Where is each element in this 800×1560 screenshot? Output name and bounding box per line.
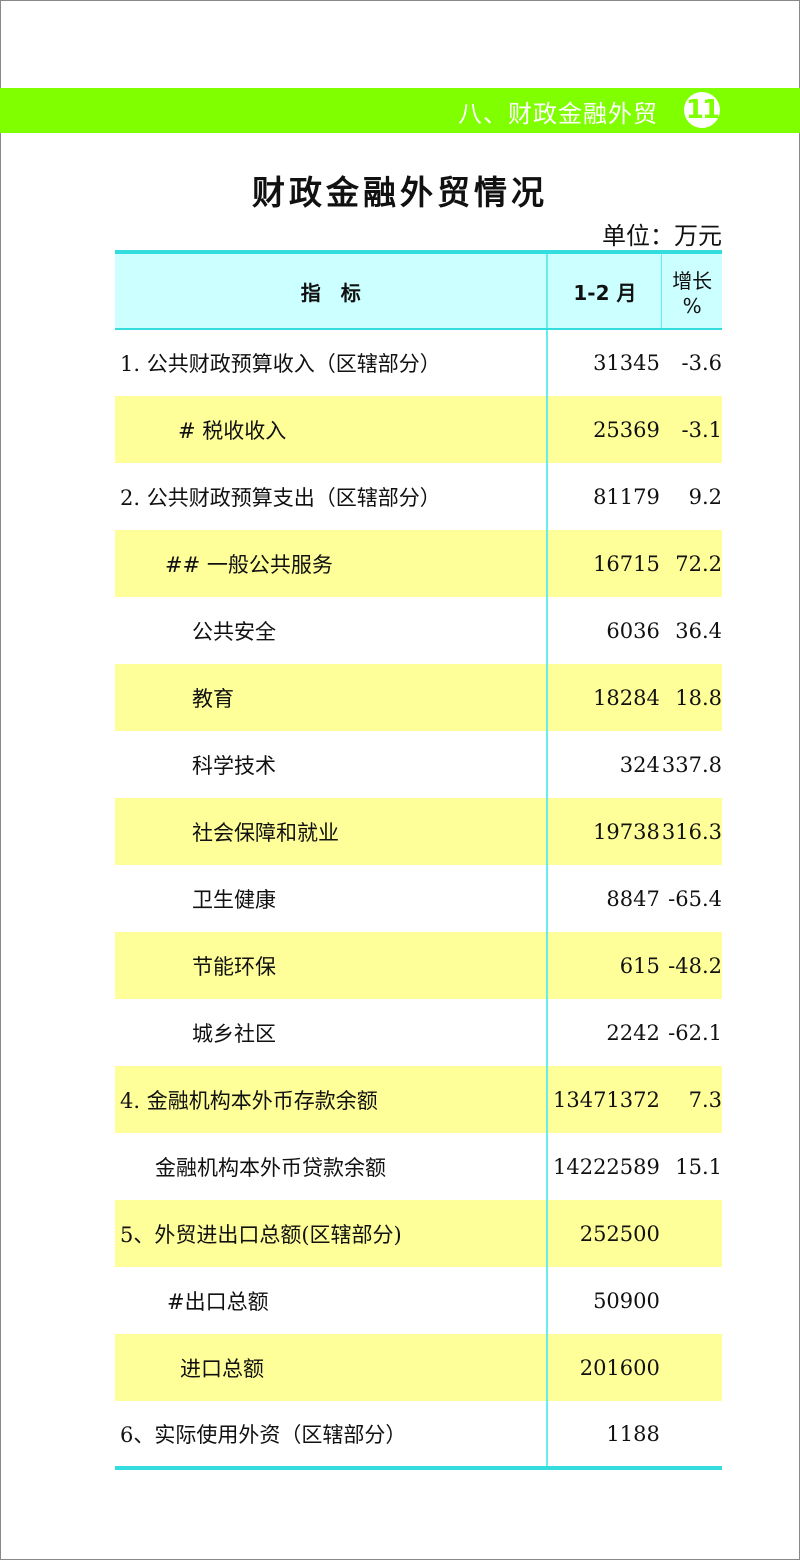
- row-label: 金融机构本外币贷款余额: [155, 1155, 386, 1180]
- row-value: 18284: [546, 664, 662, 731]
- row-value: 6036: [546, 597, 662, 664]
- row-label: 进口总额: [180, 1356, 264, 1381]
- table-row: ## 一般公共服务 16715 72.2: [115, 530, 722, 597]
- table-row: 2. 公共财政预算支出（区辖部分） 81179 9.2: [115, 463, 722, 530]
- row-label: 城乡社区: [192, 1021, 276, 1046]
- row-growth: 72.2: [675, 551, 722, 576]
- table-row: 卫生健康 8847 -65.4: [115, 865, 722, 932]
- data-table: 指 标 1-2 月 增长 % 1. 公共财政预算收入（区辖部分） 31345 -3.…: [115, 250, 722, 1470]
- row-growth: [662, 1267, 722, 1334]
- row-growth: -48.2: [668, 953, 722, 978]
- row-value: 324: [546, 731, 662, 798]
- row-label: 科学技术: [192, 753, 276, 778]
- row-value: 1188: [546, 1401, 662, 1470]
- table-row: 4. 金融机构本外币存款余额 13471372 7.3: [115, 1066, 722, 1133]
- row-label: 卫生健康: [192, 887, 276, 912]
- row-value: 14222589: [546, 1133, 662, 1200]
- section-band: 八、财政金融外贸 11: [0, 88, 800, 133]
- row-growth: -3.1: [681, 417, 723, 442]
- column-header-period: 1-2 月: [546, 250, 662, 330]
- table-row: 进口总额 201600: [115, 1334, 722, 1401]
- row-value: 2242: [546, 999, 662, 1066]
- row-growth: -65.4: [668, 886, 722, 911]
- row-growth: 36.4: [675, 618, 722, 643]
- table-row: 社会保障和就业 19738 316.3: [115, 798, 722, 865]
- row-value: 25369: [546, 396, 662, 463]
- row-growth: 7.3: [688, 1087, 722, 1112]
- row-value: 19738: [546, 798, 662, 865]
- row-growth: 9.2: [688, 484, 722, 509]
- column-header-indicator: 指 标: [115, 250, 548, 330]
- row-growth: 316.3: [661, 819, 722, 844]
- table-row: 1. 公共财政预算收入（区辖部分） 31345 -3.6: [115, 329, 722, 396]
- row-value: 50900: [546, 1267, 662, 1334]
- row-value: 13471372: [546, 1066, 662, 1133]
- row-label: 5、外贸进出口总额(区辖部分): [120, 1222, 402, 1247]
- table-row: 教育 18284 18.8: [115, 664, 722, 731]
- row-growth: [662, 1334, 722, 1401]
- table-row: #出口总额 50900: [115, 1267, 722, 1334]
- row-growth: -3.6: [681, 351, 723, 375]
- row-value: 8847: [546, 865, 662, 932]
- row-label: #出口总额: [167, 1289, 269, 1314]
- row-value: 252500: [546, 1200, 662, 1267]
- column-header-growth: 增长 %: [661, 250, 722, 330]
- row-value: 201600: [546, 1334, 662, 1401]
- row-value: 16715: [546, 530, 662, 597]
- unit-label: 单位：万元: [602, 222, 722, 250]
- row-value: 81179: [546, 463, 662, 530]
- page-number-badge: 11: [684, 92, 720, 128]
- row-label: 社会保障和就业: [192, 820, 339, 845]
- table-row: 节能环保 615 -48.2: [115, 932, 722, 999]
- row-value: 31345: [546, 329, 662, 396]
- row-label: 4. 金融机构本外币存款余额: [120, 1088, 378, 1113]
- page-title: 财政金融外贸情况: [252, 173, 548, 212]
- row-label: 1. 公共财政预算收入（区辖部分）: [120, 352, 441, 376]
- section-title: 八、财政金融外贸: [458, 100, 658, 128]
- row-label: 2. 公共财政预算支出（区辖部分）: [120, 485, 441, 510]
- row-label: # 税收收入: [178, 418, 287, 443]
- table-row: 6、实际使用外资（区辖部分） 1188: [115, 1401, 722, 1470]
- table-row: 公共安全 6036 36.4: [115, 597, 722, 664]
- table-row: # 税收收入 25369 -3.1: [115, 396, 722, 463]
- row-label: 公共安全: [192, 619, 276, 644]
- table-row: 金融机构本外币贷款余额 14222589 15.1: [115, 1133, 722, 1200]
- row-label: 6、实际使用外资（区辖部分）: [115, 1401, 548, 1470]
- row-growth: -62.1: [668, 1020, 722, 1045]
- row-label: ## 一般公共服务: [165, 552, 333, 577]
- table-row: 科学技术 324 337.8: [115, 731, 722, 798]
- row-value: 615: [546, 932, 662, 999]
- row-growth: 18.8: [675, 685, 722, 710]
- row-label: 节能环保: [192, 954, 276, 979]
- table-row: 5、外贸进出口总额(区辖部分) 252500: [115, 1200, 722, 1267]
- table-row: 城乡社区 2242 -62.1: [115, 999, 722, 1066]
- table-header: 指 标 1-2 月 增长 %: [115, 250, 722, 330]
- row-label: 教育: [192, 686, 234, 711]
- row-growth: 15.1: [675, 1154, 722, 1179]
- row-growth: [661, 1401, 722, 1470]
- row-growth: [662, 1200, 722, 1267]
- row-growth: 337.8: [661, 752, 722, 777]
